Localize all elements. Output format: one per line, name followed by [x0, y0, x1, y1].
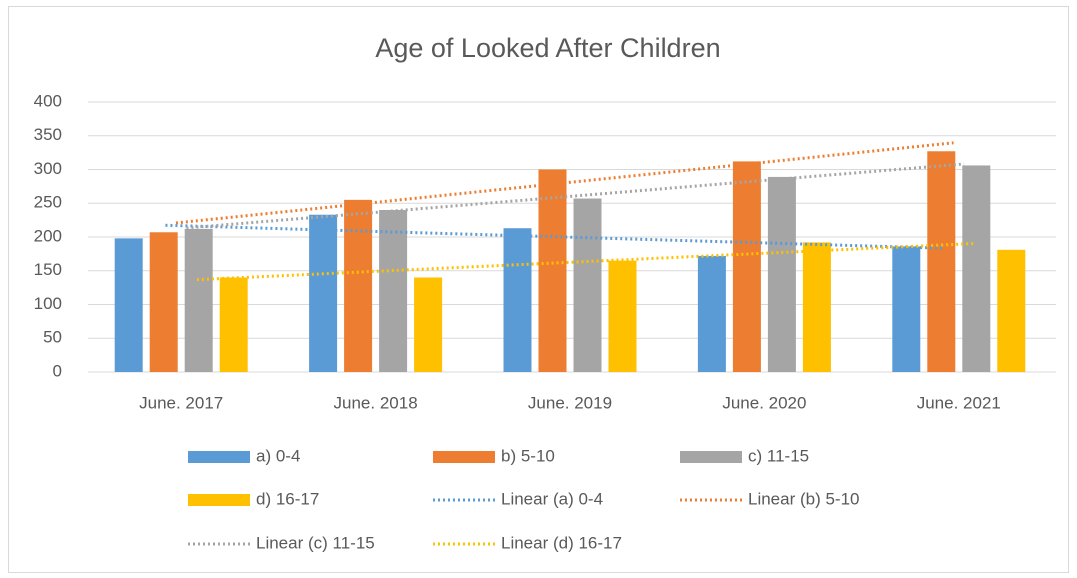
x-tick-label: June. 2017: [139, 393, 223, 412]
legend-label: Linear (c) 11-15: [256, 533, 375, 552]
bar: [114, 238, 143, 372]
bar: [997, 249, 1026, 372]
legend-label: Linear (d) 16-17: [501, 533, 622, 552]
y-tick-label: 200: [34, 226, 62, 245]
bar: [309, 214, 338, 372]
bar: [538, 169, 567, 372]
y-tick-label: 300: [34, 159, 62, 178]
legend-label: b) 5-10: [501, 446, 555, 465]
bar: [379, 210, 408, 372]
legend-label: Linear (b) 5-10: [748, 489, 860, 508]
bar: [927, 151, 956, 372]
legend-label: Linear (a) 0-4: [501, 489, 603, 508]
y-tick-label: 400: [34, 91, 62, 110]
x-tick-label: June. 2021: [917, 393, 1001, 412]
chart-title: Age of Looked After Children: [375, 33, 720, 63]
bar: [608, 260, 637, 372]
bar: [962, 165, 991, 372]
trendline: [186, 162, 965, 230]
legend-swatch: [188, 494, 250, 506]
x-tick-label: June. 2019: [528, 393, 612, 412]
y-tick-label: 100: [34, 294, 62, 313]
bar: [414, 277, 443, 372]
bar: [184, 228, 213, 372]
legend-label: a) 0-4: [256, 446, 300, 465]
bar: [503, 228, 532, 372]
x-tick-label: June. 2020: [722, 393, 806, 412]
legend-swatch: [188, 451, 250, 463]
y-tick-label: 0: [53, 361, 62, 380]
legend-swatch: [680, 451, 742, 463]
y-tick-label: 350: [34, 125, 62, 144]
bar: [697, 255, 726, 372]
legend-label: c) 11-15: [748, 446, 809, 465]
x-tick-label: June. 2018: [334, 393, 418, 412]
bar: [802, 242, 831, 372]
bar: [767, 176, 796, 372]
bar: [219, 277, 248, 372]
bar: [344, 199, 373, 372]
y-tick-label: 150: [34, 260, 62, 279]
bar: [573, 198, 602, 372]
bar: [892, 246, 921, 372]
trendline: [175, 141, 954, 225]
y-tick-label: 250: [34, 193, 62, 212]
legend-label: d) 16-17: [256, 489, 319, 508]
bar: [732, 161, 761, 372]
legend-swatch: [433, 451, 495, 463]
y-tick-label: 50: [43, 328, 62, 347]
bar: [149, 232, 178, 372]
